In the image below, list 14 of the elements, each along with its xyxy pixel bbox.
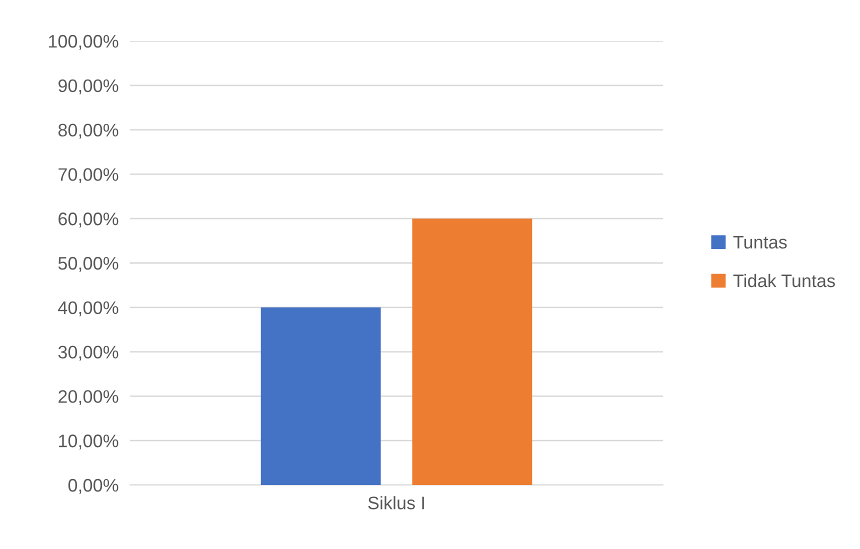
y-tick-label: 60,00%: [58, 212, 118, 228]
y-tick-label: 10,00%: [59, 434, 118, 450]
y-tick-label: 20,00%: [58, 390, 118, 406]
y-tick-label: 0,00%: [68, 478, 118, 494]
y-tick-label: 100,00%: [48, 34, 118, 50]
legend-label: Tuntas: [733, 236, 787, 249]
y-tick-label: 70,00%: [58, 168, 118, 184]
y-tick-label: 80,00%: [58, 124, 118, 139]
y-tick-label: 90,00%: [58, 79, 118, 94]
legend-label: Tidak Tuntas: [733, 274, 835, 288]
y-tick-label: 40,00%: [58, 301, 118, 316]
y-tick-label: 50,00%: [58, 256, 118, 272]
x-tick-label: Siklus I: [368, 496, 424, 510]
y-tick-label: 30,00%: [58, 346, 118, 361]
